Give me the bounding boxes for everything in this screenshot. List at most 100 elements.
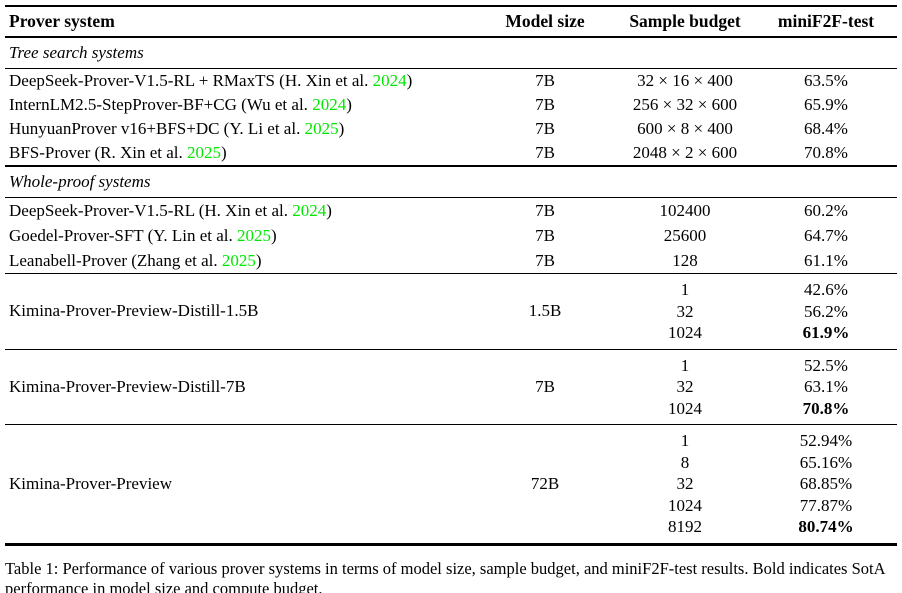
cell-minif2f: 70.8% — [755, 141, 897, 167]
cell-sample-budget: 1 32 1024 — [615, 349, 755, 425]
cell-system: Kimina-Prover-Preview-Distill-1.5B — [5, 273, 475, 350]
cell-sample-budget: 1 8 32 1024 8192 — [615, 424, 755, 546]
table-row: Leanabell-Prover (Zhang et al. 2025) 7B … — [5, 248, 897, 274]
cell-sample-budget: 32 × 16 × 400 — [637, 71, 733, 90]
table-row: HunyuanProver v16+BFS+DC (Y. Li et al. 2… — [5, 117, 897, 141]
cell-model-size: 7B — [535, 119, 555, 138]
minif2f-value-bold: 70.8% — [802, 398, 850, 418]
sample-budget-value: 1024 — [668, 495, 702, 515]
minif2f-value: 65.16% — [799, 452, 853, 472]
table-header-row: Prover system Model size Sample budget m… — [5, 5, 897, 38]
system-name-close: ) — [271, 225, 277, 245]
sample-budget-value: 32 — [676, 377, 694, 396]
system-name: DeepSeek-Prover-V1.5-RL + RMaxTS (H. Xin… — [9, 71, 373, 90]
sample-budget-value: 1024 — [668, 323, 702, 342]
cell-sample-budget: 256 × 32 × 600 — [632, 95, 738, 114]
system-name: Goedel-Prover-SFT (Y. Lin et al. — [9, 225, 238, 245]
cell-minif2f: 52.5% 63.1% 70.8% — [755, 349, 897, 425]
system-name: BFS-Prover (R. Xin et al. — [9, 143, 188, 162]
header-sample-budget: Sample budget — [615, 5, 755, 38]
cell-minif2f: 68.4% — [804, 119, 848, 138]
sample-budget-value: 1 — [680, 355, 690, 375]
cell-model-size: 72B — [475, 424, 615, 546]
section-whole-proof: Whole-proof systems — [5, 166, 897, 198]
cell-minif2f: 60.2% — [804, 200, 848, 220]
cell-minif2f: 65.9% — [804, 95, 848, 114]
system-name-close: ) — [346, 95, 352, 114]
system-name: InternLM2.5-StepProver-BF+CG (Wu et al. — [9, 95, 313, 114]
sample-budget-value: 32 — [676, 301, 694, 321]
table-row: DeepSeek-Prover-V1.5-RL (H. Xin et al. 2… — [5, 198, 897, 224]
sample-budget-value: 8 — [680, 452, 690, 472]
cell-system: BFS-Prover (R. Xin et al. 2025) — [5, 141, 475, 167]
cell-sample-budget: 25600 — [663, 225, 707, 245]
table-row: Goedel-Prover-SFT (Y. Lin et al. 2025) 7… — [5, 223, 897, 248]
cell-minif2f: 64.7% — [804, 225, 848, 245]
header-minif2f: miniF2F-test — [755, 5, 897, 38]
cell-system: Kimina-Prover-Preview — [5, 424, 475, 546]
cell-model-size: 7B — [475, 141, 615, 167]
system-name-close: ) — [326, 200, 332, 220]
sample-budget-value: 1 — [680, 280, 690, 299]
sample-budget-value: 32 — [676, 474, 694, 493]
table-row: InternLM2.5-StepProver-BF+CG (Wu et al. … — [5, 93, 897, 117]
sample-budget-value: 1 — [680, 431, 690, 450]
cell-system: DeepSeek-Prover-V1.5-RL (H. Xin et al. 2… — [5, 198, 475, 224]
table-caption: Table 1: Performance of various prover s… — [5, 558, 885, 593]
cell-minif2f: 61.1% — [755, 248, 897, 274]
header-model-size: Model size — [475, 5, 615, 38]
citation-year: 2025 — [221, 250, 256, 270]
cell-model-size: 7B — [535, 225, 555, 245]
cell-sample-budget: 128 — [615, 248, 755, 274]
cell-model-size: 7B — [535, 71, 555, 90]
table-group-kimina-preview: Kimina-Prover-Preview 72B 1 8 32 1024 81… — [5, 424, 897, 546]
minif2f-value: 77.87% — [799, 495, 853, 515]
system-name-close: ) — [255, 250, 262, 270]
citation-year: 2024 — [312, 95, 347, 114]
cell-system: DeepSeek-Prover-V1.5-RL + RMaxTS (H. Xin… — [5, 69, 475, 94]
system-name: DeepSeek-Prover-V1.5-RL (H. Xin et al. — [9, 200, 293, 220]
cell-sample-budget: 102400 — [659, 200, 711, 220]
minif2f-value: 42.6% — [804, 280, 848, 299]
minif2f-value-bold: 80.74% — [798, 517, 854, 536]
cell-minif2f: 52.94% 65.16% 68.85% 77.87% 80.74% — [755, 424, 897, 546]
minif2f-value-bold: 61.9% — [802, 323, 850, 342]
cell-minif2f: 63.5% — [804, 71, 848, 90]
cell-sample-budget: 1 32 1024 — [615, 273, 755, 350]
minif2f-value: 52.94% — [799, 431, 853, 450]
cell-system: Leanabell-Prover (Zhang et al. 2025) — [5, 248, 475, 274]
minif2f-value: 63.1% — [804, 377, 848, 396]
prover-results-table: Prover system Model size Sample budget m… — [5, 5, 897, 546]
table-group-kimina-distill-7b: Kimina-Prover-Preview-Distill-7B 7B 1 32… — [5, 349, 897, 425]
cell-system: InternLM2.5-StepProver-BF+CG (Wu et al. … — [5, 93, 475, 117]
cell-model-size: 1.5B — [475, 273, 615, 350]
sample-budget-value: 8192 — [668, 517, 702, 536]
system-name: Leanabell-Prover (Zhang et al. — [9, 250, 222, 270]
system-name-close: ) — [406, 71, 413, 90]
cell-model-size: 7B — [475, 248, 615, 274]
minif2f-value: 56.2% — [804, 301, 848, 321]
sample-budget-value: 1024 — [668, 398, 702, 418]
cell-model-size: 7B — [535, 95, 555, 114]
cell-system: HunyuanProver v16+BFS+DC (Y. Li et al. 2… — [5, 117, 475, 141]
cell-sample-budget: 2048 × 2 × 600 — [615, 141, 755, 167]
citation-year: 2025 — [304, 119, 339, 138]
cell-system: Goedel-Prover-SFT (Y. Lin et al. 2025) — [5, 223, 475, 248]
cell-sample-budget: 600 × 8 × 400 — [637, 119, 733, 138]
system-name-close: ) — [221, 143, 227, 162]
minif2f-value: 52.5% — [804, 355, 848, 375]
citation-year: 2024 — [292, 200, 327, 220]
table-group-kimina-distill-1-5b: Kimina-Prover-Preview-Distill-1.5B 1.5B … — [5, 273, 897, 350]
citation-year: 2024 — [372, 71, 407, 90]
section-label: Whole-proof systems — [5, 166, 897, 198]
table-row: BFS-Prover (R. Xin et al. 2025) 7B 2048 … — [5, 141, 897, 167]
section-label: Tree search systems — [5, 37, 897, 69]
cell-model-size: 7B — [535, 200, 555, 220]
section-tree-search: Tree search systems — [5, 37, 897, 69]
minif2f-value: 68.85% — [799, 474, 853, 493]
cell-model-size: 7B — [475, 349, 615, 425]
citation-year: 2025 — [187, 143, 222, 162]
system-name-close: ) — [338, 119, 345, 138]
table-row: DeepSeek-Prover-V1.5-RL + RMaxTS (H. Xin… — [5, 69, 897, 94]
